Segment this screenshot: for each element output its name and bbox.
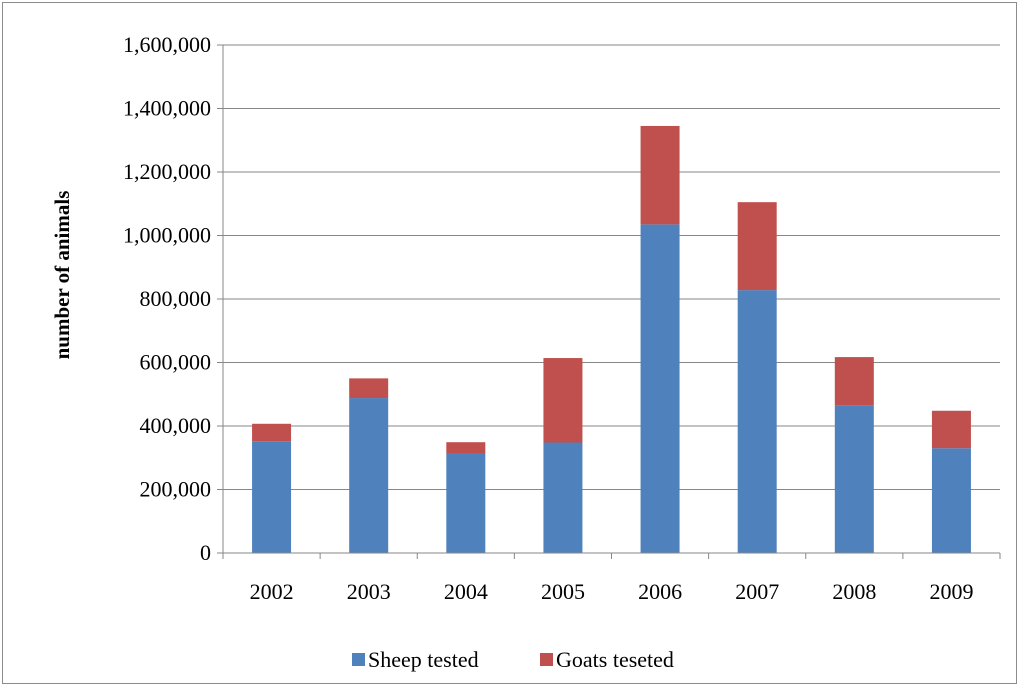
- y-tick-label: 800,000: [140, 286, 212, 311]
- x-tick-label: 2003: [347, 579, 391, 604]
- bar-goats-teseted-2004: [446, 442, 486, 454]
- bar-sheep-tested-2009: [931, 448, 971, 553]
- axes: [217, 44, 1001, 559]
- y-tick-label: 200,000: [140, 477, 212, 502]
- bar-sheep-tested-2006: [640, 224, 680, 553]
- x-tick-label: 2005: [541, 579, 585, 604]
- bar-sheep-tested-2003: [349, 398, 389, 553]
- bar-goats-teseted-2007: [737, 202, 777, 291]
- x-tick-label: 2004: [444, 579, 488, 604]
- bar-goats-teseted-2003: [349, 378, 389, 399]
- bar-goats-teseted-2002: [252, 423, 292, 442]
- bar-goats-teseted-2005: [543, 358, 583, 443]
- stacked-bar-chart: 0 200,000 400,000 600,000 800,000 1,000,000 1,…: [50, 32, 1001, 672]
- bar-sheep-tested-2008: [834, 405, 874, 553]
- y-tick-label: 1,000,000: [123, 223, 211, 248]
- bar-goats-teseted-2008: [834, 357, 874, 406]
- y-tick-label: 1,400,000: [123, 96, 211, 121]
- y-tick-label: 1,600,000: [123, 32, 211, 57]
- bar-sheep-tested-2007: [737, 290, 777, 553]
- y-tick-labels: 0 200,000 400,000 600,000 800,000 1,000,000 1,…: [123, 32, 211, 565]
- x-tick-label: 2009: [929, 579, 973, 604]
- bar-goats-teseted-2009: [931, 410, 971, 449]
- legend-swatch-sheep-tested: [352, 653, 365, 666]
- bar-goats-teseted-2006: [640, 125, 680, 225]
- bar-sheep-tested-2004: [446, 453, 486, 553]
- y-tick-label: 0: [200, 540, 211, 565]
- x-tick-label: 2002: [250, 579, 294, 604]
- y-axis-title: number of animals: [50, 191, 74, 360]
- x-tick-label: 2007: [735, 579, 779, 604]
- bars: [252, 125, 971, 553]
- legend-label: Goats teseted: [556, 647, 674, 672]
- bar-sheep-tested-2002: [252, 441, 292, 553]
- legend: Sheep tested Goats teseted: [352, 647, 674, 672]
- y-tick-label: 1,200,000: [123, 159, 211, 184]
- x-tick-label: 2006: [638, 579, 682, 604]
- bar-sheep-tested-2005: [543, 442, 583, 553]
- legend-swatch-goats-teseted: [540, 653, 553, 666]
- gridlines: [223, 44, 1000, 490]
- x-tick-label: 2008: [832, 579, 876, 604]
- y-tick-label: 600,000: [140, 350, 212, 375]
- x-tick-labels: 2002 2003 2004 2005 2006 2007 2008 2009: [250, 579, 974, 604]
- legend-label: Sheep tested: [368, 647, 479, 672]
- y-tick-label: 400,000: [140, 413, 212, 438]
